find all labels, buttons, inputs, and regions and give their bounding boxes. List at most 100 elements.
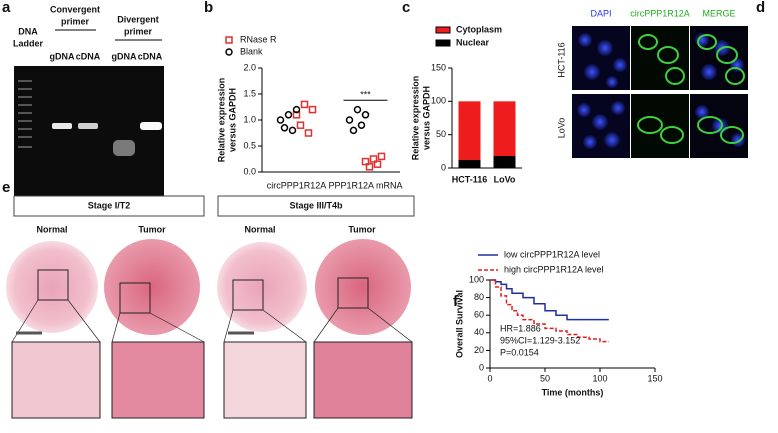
column-label: Normal <box>36 224 67 234</box>
y-tick-label: 20 <box>474 345 484 355</box>
ladder-label: DNA <box>18 26 38 36</box>
legend-marker <box>225 36 233 44</box>
stage-box <box>13 195 205 217</box>
primer-label: Convergent <box>50 4 100 14</box>
data-point <box>373 160 382 168</box>
legend-marker <box>225 48 233 56</box>
data-point <box>300 100 309 109</box>
stage-label: Stage I/T2 <box>88 200 131 210</box>
y-tick-label: 1.0 <box>243 114 256 124</box>
annotation: *** <box>360 89 371 99</box>
lane-label: gDNA <box>50 51 75 61</box>
data-point <box>345 116 354 124</box>
annotation: HR=1.886 <box>500 323 541 333</box>
legend-swatch <box>435 39 451 47</box>
y-tick-label: 1.5 <box>243 88 256 98</box>
bar-segment <box>458 160 481 168</box>
y-tick-label: 40 <box>474 327 484 337</box>
panel-label: e <box>2 179 10 196</box>
legend-label: RNase R <box>240 34 277 44</box>
x-tick-label: 150 <box>647 373 662 383</box>
lane-label: gDNA <box>112 51 137 61</box>
y-axis-label: Overall Survival <box>454 290 464 358</box>
lane-label: cDNA <box>138 51 163 61</box>
primer-label: Divergent <box>117 14 159 24</box>
gel-image <box>14 66 164 204</box>
y-tick-label: 60 <box>474 310 484 320</box>
row-label: LoVo <box>556 118 566 139</box>
panel-label: f <box>453 293 459 310</box>
y-axis-label: versus GAPDH <box>227 88 237 152</box>
panel-label: d <box>756 0 765 16</box>
y-tick-label: 150 <box>431 62 446 72</box>
x-tick-label: 50 <box>540 373 550 383</box>
y-axis-label: Relative expression <box>216 78 226 163</box>
x-tick-label: 0 <box>487 373 492 383</box>
data-point <box>276 116 285 124</box>
bar-segment <box>458 101 481 160</box>
micrographs <box>572 26 748 158</box>
legend-label: Nuclear <box>456 37 490 47</box>
annotation: P=0.0154 <box>500 347 539 357</box>
data-point <box>349 126 358 135</box>
legend-label: high circPPP1R12A level <box>504 264 604 274</box>
data-point <box>292 105 301 114</box>
data-point <box>357 121 366 129</box>
legend-label: low circPPP1R12A level <box>504 249 600 259</box>
column-label: Normal <box>244 224 275 234</box>
data-point <box>296 121 305 129</box>
y-axis-label: versus GAPDH <box>421 86 431 150</box>
x-tick-label: 100 <box>592 373 607 383</box>
row-label: HCT-116 <box>556 42 566 77</box>
lane-label: cDNA <box>76 51 101 61</box>
y-tick-label: 50 <box>436 129 446 139</box>
y-tick-label: 2.0 <box>243 62 256 72</box>
y-tick-label: 0 <box>479 362 484 372</box>
survival-curve <box>490 279 609 321</box>
data-point <box>361 157 370 166</box>
panel-label: a <box>2 0 11 16</box>
x-tick-label: HCT-116 <box>452 174 488 184</box>
column-label: DAPI <box>590 8 611 18</box>
column-label: MERGE <box>702 8 735 18</box>
data-point <box>308 105 317 114</box>
data-point <box>353 105 362 114</box>
y-tick-label: 0.0 <box>243 166 256 176</box>
data-point <box>365 163 374 171</box>
data-point <box>288 126 297 135</box>
stage-box <box>217 195 415 217</box>
data-point <box>292 111 301 119</box>
legend-swatch <box>435 26 451 34</box>
y-tick-label: 0.5 <box>243 140 256 150</box>
primer-label: primer <box>61 16 90 26</box>
annotation: 95%CI=1.129-3.152 <box>500 335 580 345</box>
x-tick-label: PPP1R12A mRNA <box>328 180 402 190</box>
panel-label: b <box>204 0 213 16</box>
x-axis-label: Time (months) <box>542 387 604 397</box>
x-tick-label: circPPP1R12A <box>267 180 327 190</box>
survival-curve <box>490 279 609 343</box>
y-tick-label: 0 <box>441 162 446 172</box>
data-point <box>280 124 289 132</box>
legend-label: Cytoplasm <box>456 24 502 34</box>
y-tick-label: 100 <box>431 96 446 106</box>
y-axis-label: Relative expression <box>410 76 420 161</box>
column-label: Tumor <box>348 224 376 234</box>
column-label: Tumor <box>138 224 166 234</box>
data-point <box>304 129 313 137</box>
column-label: circPPP1R12A <box>630 8 690 18</box>
ladder-label: Ladder <box>13 38 44 48</box>
y-tick-label: 100 <box>469 274 484 284</box>
data-point <box>369 155 378 163</box>
panel-label: c <box>402 0 410 16</box>
y-tick-label: 80 <box>474 292 484 302</box>
stage-label: Stage III/T4b <box>289 200 343 210</box>
data-point <box>361 111 370 119</box>
data-point <box>377 152 386 161</box>
bar-segment <box>493 101 516 156</box>
bar-segment <box>493 156 516 168</box>
primer-label: primer <box>124 26 153 36</box>
legend-label: Blank <box>240 46 263 56</box>
